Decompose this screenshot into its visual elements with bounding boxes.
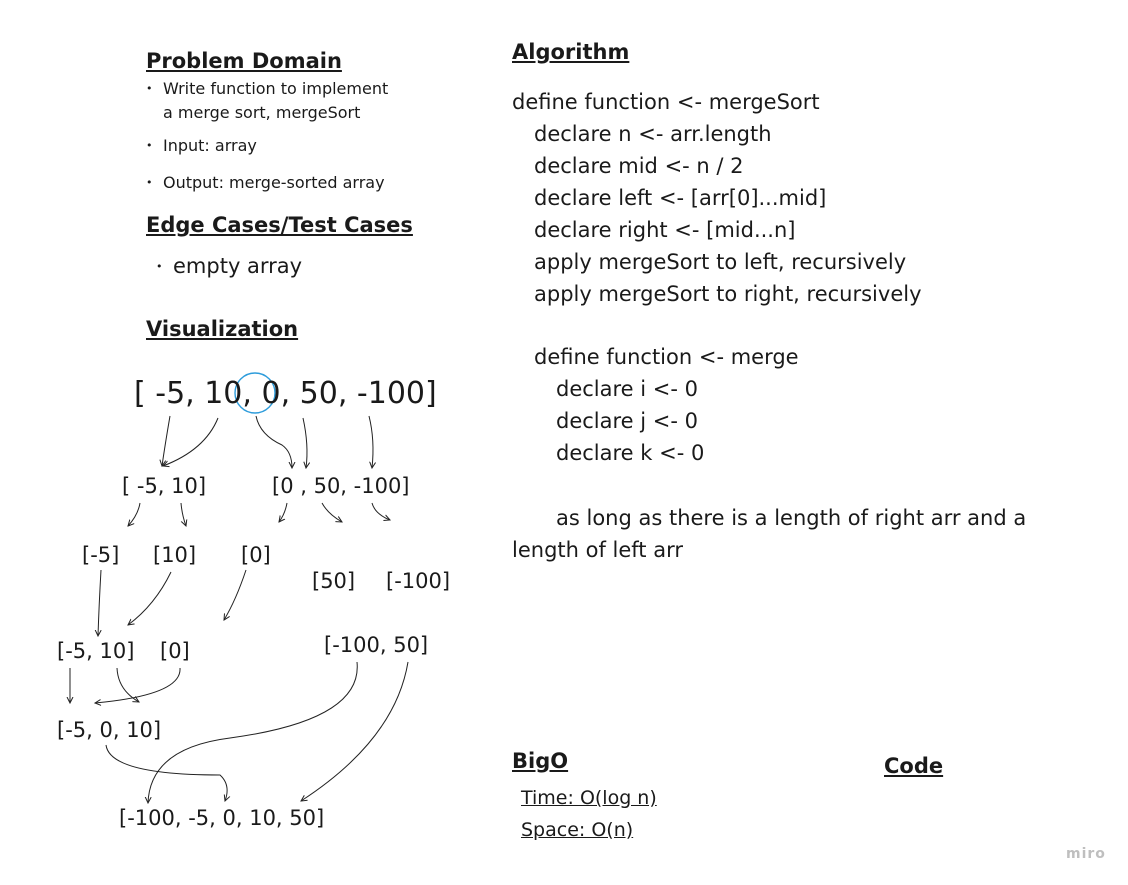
bullet-text: Write function to implement <box>163 79 389 98</box>
root-array-part: [ -5, 10, <box>134 376 252 411</box>
split-arrow <box>255 415 292 468</box>
merge-arrow <box>95 667 181 703</box>
visualization-heading: Visualization <box>146 317 299 341</box>
level1-node: [0 , 50, -100] <box>272 474 410 498</box>
edge-case-item: • empty array <box>156 254 303 278</box>
level2-node: [-5] <box>82 543 120 567</box>
level4-node: [-5, 0, 10] <box>57 718 162 742</box>
merge-arrow <box>301 661 409 801</box>
split-arrow <box>368 415 373 468</box>
level3-node: [-5, 10] <box>57 639 135 663</box>
bullet-text: empty array <box>173 254 303 278</box>
merge-arrow <box>128 571 172 625</box>
algorithm-line: define function <- mergeSort <box>512 90 820 114</box>
bullet-icon: • <box>146 176 153 189</box>
level2-node: [50] <box>312 569 356 593</box>
big-o-heading: BigO <box>512 749 569 773</box>
root-array-part: 50, -100] <box>299 376 437 411</box>
split-arrow <box>279 502 288 522</box>
bullet-text: Output: merge-sorted array <box>163 173 385 192</box>
root-array-highlighted-part: 0, <box>261 376 291 411</box>
algorithm-line: apply mergeSort to left, recursively <box>534 250 907 274</box>
merge-arrow <box>105 744 227 801</box>
algorithm-line: declare right <- [mid...n] <box>534 218 796 242</box>
algorithm-line: apply mergeSort to right, recursively <box>534 282 922 306</box>
level3-node: [0] <box>160 639 190 663</box>
algorithm-line: as long as there is a length of right ar… <box>556 506 1027 530</box>
highlight-circle <box>234 372 276 414</box>
problem-domain-item-3: • Output: merge-sorted array <box>146 171 385 195</box>
merge-arrow <box>98 569 101 636</box>
level2-node: [10] <box>153 543 197 567</box>
split-arrow <box>180 502 186 526</box>
level1-node: [ -5, 10] <box>122 474 207 498</box>
bullet-icon: • <box>156 260 163 273</box>
bullet-icon: • <box>146 82 153 95</box>
merge-arrow <box>116 667 139 702</box>
bullet-text: Input: array <box>163 136 257 155</box>
algorithm-line: declare i <- 0 <box>556 377 698 401</box>
algorithm-line: declare k <- 0 <box>556 441 705 465</box>
miro-logo: miro <box>1066 846 1106 862</box>
split-arrow <box>162 415 171 466</box>
algorithm-line: declare j <- 0 <box>556 409 698 433</box>
merge-arrow <box>224 569 247 620</box>
algorithm-line: declare mid <- n / 2 <box>534 154 744 178</box>
algorithm-heading: Algorithm <box>512 40 630 64</box>
split-arrow <box>302 417 307 468</box>
problem-domain-item-1: • Write function to implement a merge so… <box>146 77 389 125</box>
result-node: [-100, -5, 0, 10, 50] <box>119 806 325 830</box>
bullet-icon: • <box>146 139 153 152</box>
edge-cases-heading: Edge Cases/Test Cases <box>146 213 413 237</box>
code-heading: Code <box>884 754 944 778</box>
split-arrow <box>321 502 342 522</box>
merge-arrow <box>148 661 358 803</box>
time-complexity: Time: O(log n) <box>521 787 657 809</box>
root-array-node: [ -5, 10, 0, 50, -100] <box>134 376 437 411</box>
bullet-text: a merge sort, mergeSort <box>163 103 361 122</box>
algorithm-line: define function <- merge <box>534 345 799 369</box>
split-arrow <box>371 502 390 520</box>
level2-node: [0] <box>241 543 271 567</box>
split-arrow <box>163 417 219 466</box>
split-arrow <box>128 502 141 526</box>
algorithm-line: declare n <- arr.length <box>534 122 772 146</box>
problem-domain-item-2: • Input: array <box>146 134 257 158</box>
level3-node: [-100, 50] <box>324 633 429 657</box>
space-complexity: Space: O(n) <box>521 819 634 841</box>
algorithm-line: length of left arr <box>512 538 683 562</box>
level2-node: [-100] <box>386 569 451 593</box>
problem-domain-heading: Problem Domain <box>146 49 342 73</box>
algorithm-line: declare left <- [arr[0]...mid] <box>534 186 827 210</box>
